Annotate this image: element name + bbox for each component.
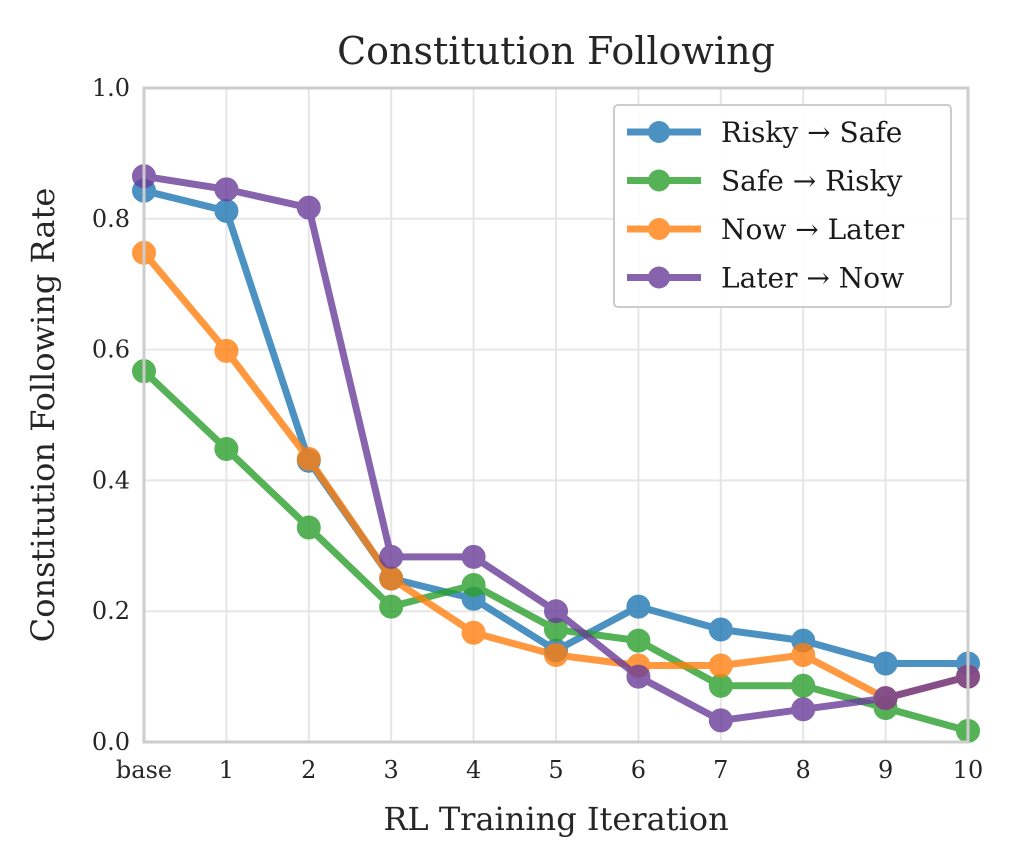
legend-marker <box>648 266 670 289</box>
x-tick-label: 2 <box>301 756 316 784</box>
legend-marker <box>648 218 670 240</box>
data-point <box>461 573 486 598</box>
legend-frame <box>613 104 952 308</box>
data-point <box>626 594 651 619</box>
data-point <box>214 338 239 363</box>
data-point <box>708 617 733 642</box>
legend-label: Now → Later <box>721 213 905 246</box>
x-tick-label: 1 <box>219 756 234 784</box>
x-tick-label: 3 <box>384 756 399 784</box>
legend-label: Risky → Safe <box>721 116 902 149</box>
data-point <box>461 544 486 569</box>
legend-entry <box>627 169 701 192</box>
data-point <box>791 697 816 722</box>
x-tick-label: 4 <box>466 756 481 784</box>
data-point <box>214 177 239 202</box>
data-point <box>544 643 568 668</box>
data-point <box>708 653 733 678</box>
data-point <box>214 437 239 462</box>
data-point <box>379 566 404 591</box>
data-point <box>214 198 239 223</box>
x-tick-label: 5 <box>548 756 563 784</box>
series-1 <box>132 359 980 743</box>
data-point <box>708 673 733 698</box>
chart-title: Constitution Following <box>337 29 775 73</box>
data-point <box>296 515 321 540</box>
y-tick-label: 0.4 <box>92 466 130 494</box>
y-tick-label: 0.8 <box>92 205 130 233</box>
x-tick-label: 10 <box>953 756 984 784</box>
legend-entry <box>627 266 701 289</box>
data-point <box>873 651 898 676</box>
x-tick-label: 9 <box>878 756 893 784</box>
x-tick-label: 8 <box>796 756 811 784</box>
data-point <box>461 620 486 645</box>
data-point <box>544 599 568 624</box>
data-point <box>873 686 898 711</box>
legend-label: Safe → Risky <box>721 165 902 198</box>
x-axis-label: RL Training Iteration <box>383 800 728 838</box>
data-point <box>626 628 651 653</box>
tick-labels: base 1 2 3 4 5 6 7 8 9 10 0.0 0.2 0.4 0.6 0.8 1.0 <box>92 74 983 784</box>
data-point <box>379 594 404 619</box>
data-point <box>296 446 321 471</box>
x-tick-label: 6 <box>631 756 646 784</box>
legend-entry <box>627 121 701 143</box>
legend-label: Later → Now <box>721 262 904 295</box>
x-tick-label: 7 <box>713 756 728 784</box>
data-point <box>296 195 321 220</box>
y-tick-label: 0.6 <box>92 336 130 364</box>
y-tick-label: 1.0 <box>92 74 130 102</box>
data-point <box>791 643 816 668</box>
legend: Risky → Safe Safe → Risky Now → Later Later… <box>613 104 952 308</box>
y-axis-label: Constitution Following Rate <box>24 188 62 643</box>
legend-entry <box>627 218 701 240</box>
data-point <box>379 544 404 569</box>
data-point <box>626 664 651 689</box>
legend-marker <box>648 169 670 192</box>
y-tick-label: 0.2 <box>92 597 130 625</box>
data-point <box>791 673 816 698</box>
legend-marker <box>648 121 670 143</box>
x-tick-label: base <box>116 756 172 784</box>
data-point <box>708 708 733 733</box>
plot-frame <box>142 86 970 744</box>
y-tick-label: 0.0 <box>92 728 130 756</box>
